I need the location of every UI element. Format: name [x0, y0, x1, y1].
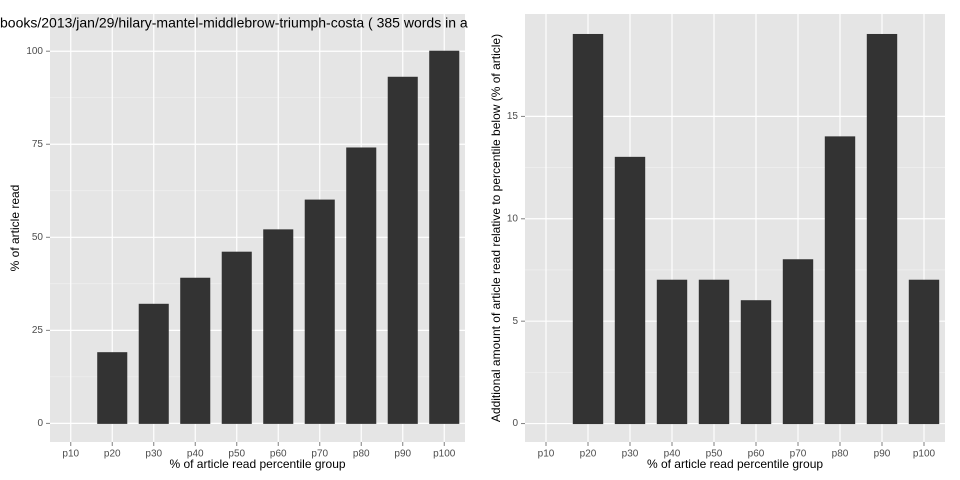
y-tick-label: 10: [507, 213, 519, 224]
y-tick-label: 0: [512, 418, 518, 429]
bar: [698, 279, 730, 425]
x-tick-label: p90: [394, 449, 411, 460]
chart-title: books/2013/jan/29/hilary-mantel-middlebr…: [0, 15, 468, 31]
x-tick-label: p100: [913, 449, 936, 460]
x-tick-label: p90: [874, 449, 891, 460]
x-tick-label: p20: [580, 449, 597, 460]
bar: [138, 303, 169, 424]
x-tick-label: p60: [748, 449, 765, 460]
x-tick-label: p10: [62, 449, 79, 460]
x-tick-label: p100: [433, 449, 456, 460]
x-tick-label: p20: [104, 449, 121, 460]
x-tick-label: p40: [187, 449, 204, 460]
bar: [572, 33, 604, 425]
bar: [387, 76, 418, 424]
bar: [866, 33, 898, 425]
bar: [263, 229, 294, 424]
x-tick-label: p80: [832, 449, 849, 460]
x-tick-label: p30: [622, 449, 639, 460]
y-axis-title: Additional amount of article read relati…: [489, 34, 503, 422]
x-tick-label: p70: [790, 449, 807, 460]
bar: [740, 300, 772, 425]
x-tick-label: p60: [270, 449, 287, 460]
x-axis-title: % of article read percentile group: [169, 457, 345, 471]
x-tick-label: p40: [664, 449, 681, 460]
y-tick-label: 25: [32, 325, 44, 336]
bar: [656, 279, 688, 425]
y-tick-label: 0: [37, 418, 43, 429]
x-tick-label: p70: [311, 449, 328, 460]
bar: [180, 277, 211, 424]
bar: [221, 251, 252, 424]
x-tick-label: p50: [228, 449, 245, 460]
y-tick-label: 75: [32, 139, 44, 150]
bar: [97, 352, 128, 424]
y-tick-label: 15: [507, 111, 519, 122]
x-tick-label: p80: [353, 449, 370, 460]
bar: [824, 136, 856, 425]
bar: [304, 199, 335, 424]
x-axis-title: % of article read percentile group: [647, 457, 823, 471]
y-tick-label: 5: [512, 316, 518, 327]
bar: [782, 259, 814, 425]
x-tick-label: p10: [538, 449, 555, 460]
bar: [429, 50, 460, 424]
x-tick-label: p30: [145, 449, 162, 460]
bar: [908, 279, 940, 425]
y-tick-label: 50: [32, 232, 44, 243]
y-tick-label: 100: [26, 46, 43, 57]
bar: [346, 147, 377, 424]
bar: [614, 156, 646, 425]
x-tick-label: p50: [706, 449, 723, 460]
y-axis-title: % of article read: [8, 185, 22, 272]
